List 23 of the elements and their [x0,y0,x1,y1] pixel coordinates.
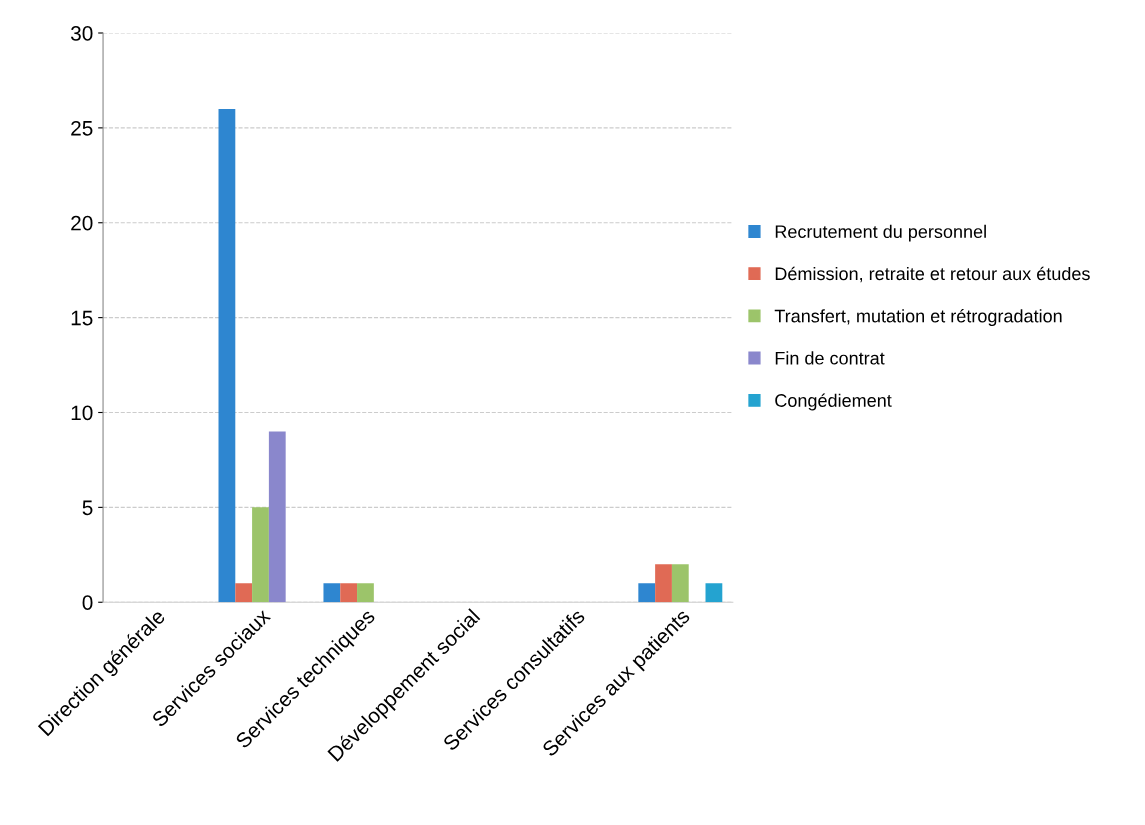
legend-label: Congédiement [775,393,892,411]
bar [340,583,358,603]
bar [671,564,689,603]
y-tick-label: 25 [71,120,93,136]
bar [268,431,286,603]
y-tick-label: 5 [82,500,93,516]
y-tick-label: 30 [70,26,93,41]
legend-label: Fin de contrat [775,351,885,365]
y-tick-label: 10 [71,405,93,421]
y-tick-label: 0 [82,595,93,610]
legend-label: Transfert, mutation et rétrogradation [774,309,1062,327]
bar [323,583,341,603]
legend-label: Recrutement du personnel [775,224,986,242]
bar [252,507,269,603]
bar [705,583,723,603]
y-tick-label: 15 [71,310,93,326]
y-tick-label: 20 [71,215,93,231]
bar [655,564,672,603]
legend-label: Démission, retraite et retour aux études [775,266,1090,283]
bar [638,583,656,603]
bar [218,108,236,603]
bar [235,583,253,603]
bar [357,583,374,603]
